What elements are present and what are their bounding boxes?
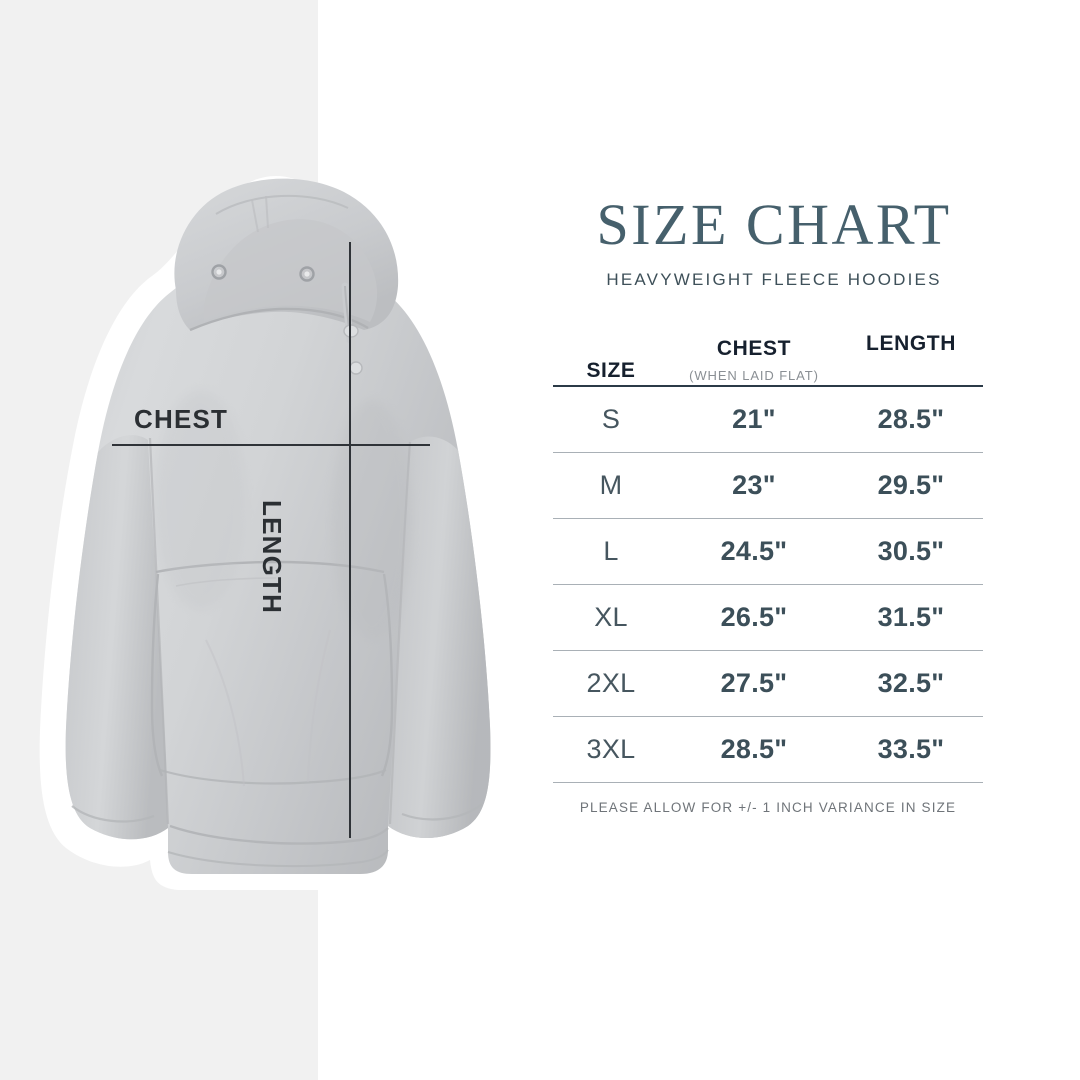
cell-chest: 27.5" xyxy=(720,668,788,698)
cell-size: S xyxy=(601,404,621,434)
cell-size: 2XL xyxy=(586,668,636,698)
cell-size: 3XL xyxy=(586,734,636,764)
cell-chest: 21" xyxy=(732,404,776,434)
page-title: SIZE CHART xyxy=(596,192,952,257)
length-measure-label: LENGTH xyxy=(257,500,287,615)
table-row: XL 26.5" 31.5" xyxy=(553,584,983,651)
cell-size: M xyxy=(599,470,623,500)
size-table: SIZE CHEST (WHEN LAID FLAT) LENGTH S xyxy=(553,332,983,783)
column-header-size: SIZE xyxy=(586,359,636,382)
cell-length: 30.5" xyxy=(877,536,945,566)
product-photo: CHEST LENGTH xyxy=(65,178,491,874)
page-subtitle: HEAVYWEIGHT FLEECE HOODIES xyxy=(606,270,942,289)
table-row: 3XL 28.5" 33.5" xyxy=(553,716,983,783)
column-header-chest-note: (WHEN LAID FLAT) xyxy=(689,368,819,383)
column-header-chest: CHEST (WHEN LAID FLAT) xyxy=(669,332,839,386)
cell-length: 29.5" xyxy=(877,470,945,500)
column-header-chest-label: CHEST xyxy=(716,337,792,360)
hoodie-illustration xyxy=(65,178,491,874)
length-measure-line xyxy=(349,242,351,838)
table-row: M 23" 29.5" xyxy=(553,452,983,519)
chest-measure-line xyxy=(112,444,430,446)
variance-note: PLEASE ALLOW FOR +/- 1 INCH VARIANCE IN … xyxy=(579,800,957,815)
table-row: S 21" 28.5" xyxy=(553,386,983,453)
cell-chest: 24.5" xyxy=(720,536,788,566)
cell-size: L xyxy=(603,536,619,566)
cell-chest: 26.5" xyxy=(720,602,788,632)
column-header-length-label: LENGTH xyxy=(866,332,956,355)
column-header-length-spacer xyxy=(839,356,983,383)
cell-chest: 28.5" xyxy=(720,734,788,764)
size-chart-panel: SIZE CHART HEAVYWEIGHT FLEECE HOODIES SI… xyxy=(540,0,1080,1080)
table-row: 2XL 27.5" 32.5" xyxy=(553,650,983,717)
column-header-length: LENGTH xyxy=(839,332,983,386)
cell-length: 28.5" xyxy=(877,404,945,434)
chest-measure-label: CHEST xyxy=(134,404,229,434)
cell-size: XL xyxy=(594,602,628,632)
cell-length: 33.5" xyxy=(877,734,945,764)
cell-length: 32.5" xyxy=(877,668,945,698)
cell-length: 31.5" xyxy=(877,602,945,632)
cell-chest: 23" xyxy=(732,470,776,500)
table-row: L 24.5" 30.5" xyxy=(553,518,983,585)
